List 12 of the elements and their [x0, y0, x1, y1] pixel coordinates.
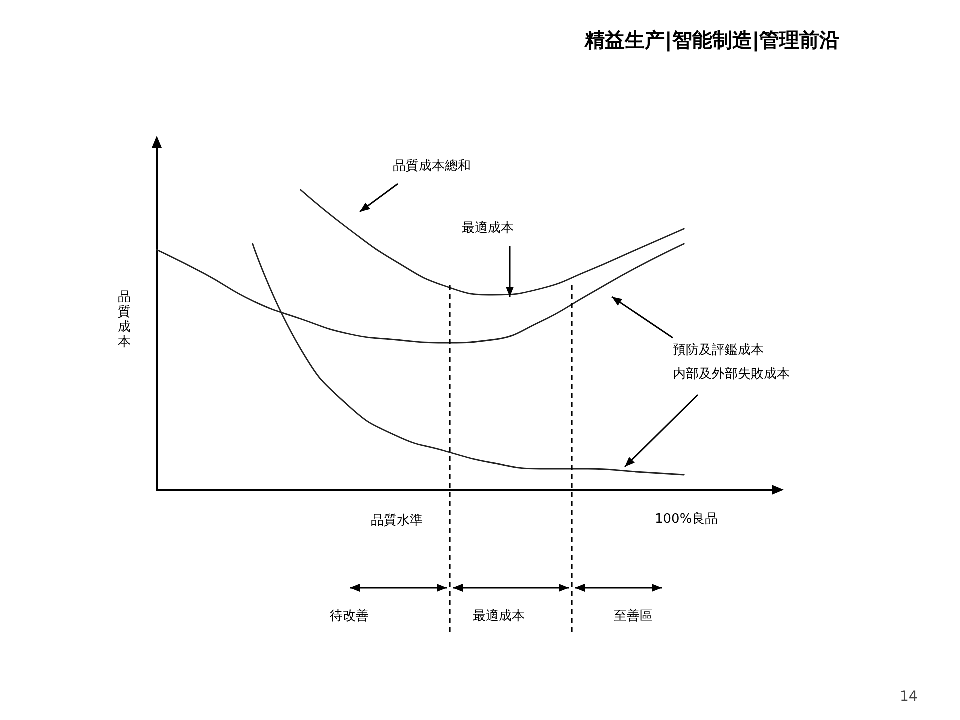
text: 14	[900, 689, 918, 705]
y-axis-title: 品質成本	[118, 290, 131, 350]
annotation: 預防及評鑑成本	[673, 343, 764, 358]
x-axis-title: 品質水準	[371, 514, 423, 528]
text: 精益生产|智能制造|管理前沿	[584, 28, 840, 52]
annotation: 最適成本	[462, 220, 514, 236]
annotation: 内部及外部失敗成本	[673, 367, 790, 382]
text: 100%良品	[655, 512, 718, 527]
text: 最適成本	[473, 608, 525, 624]
text: 至善區	[614, 608, 653, 624]
text: 待改善	[330, 608, 369, 624]
text: 品質成本總和	[393, 159, 471, 174]
